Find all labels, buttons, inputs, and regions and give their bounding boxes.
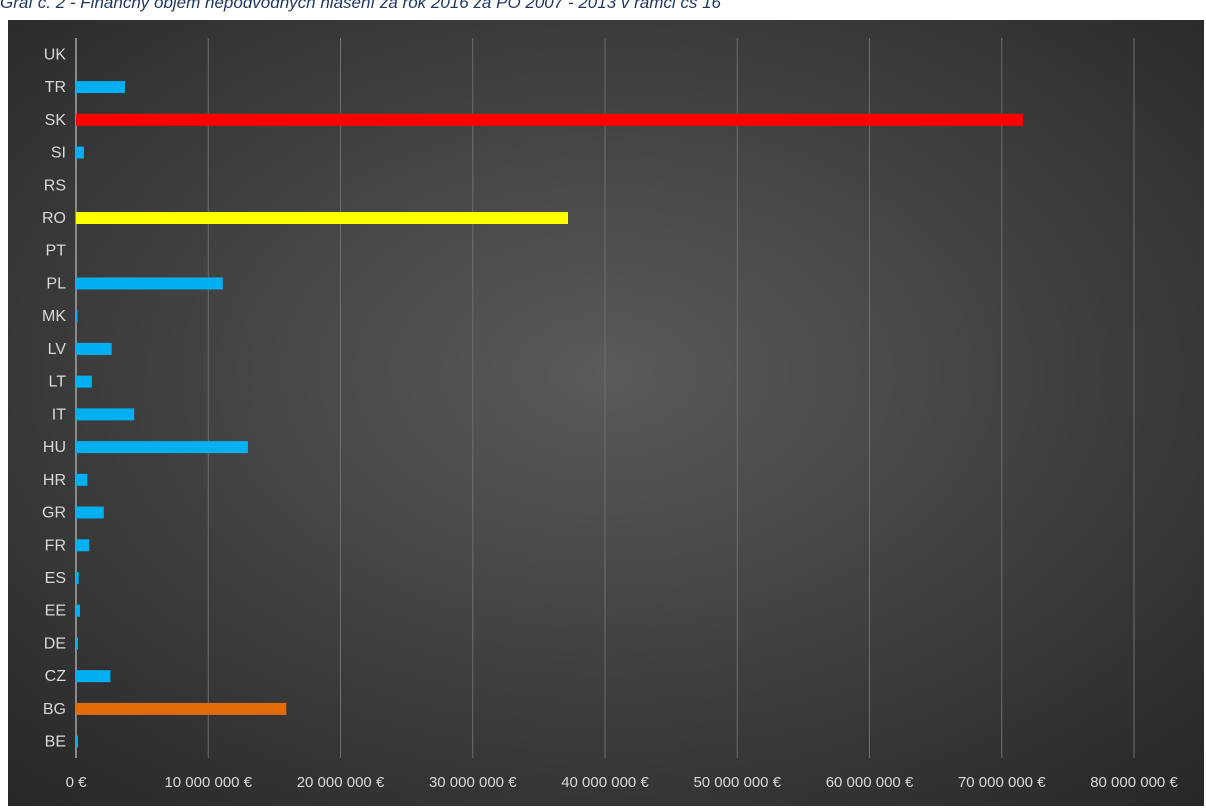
bar-es	[76, 572, 79, 584]
y-tick-label: BE	[45, 734, 66, 751]
y-tick-label: GR	[42, 505, 66, 522]
y-tick-label: TR	[45, 79, 66, 96]
bar-bg	[76, 702, 287, 715]
bar-si	[76, 146, 84, 159]
y-tick-label: RS	[44, 177, 66, 194]
x-tick-label: 20 000 000 €	[297, 774, 385, 791]
chart-background	[8, 20, 1204, 806]
x-tick-label: 30 000 000 €	[429, 774, 517, 791]
bar-mk	[76, 310, 78, 323]
bar-chart: BE BG CZ DE EE ES FR GR HR HU IT LT LV MK PL PT RO RS SI SK…	[8, 20, 1204, 806]
chart-frame: BE BG CZ DE EE ES FR GR HR HU IT LT LV MK PL PT RO RS SI SK…	[8, 20, 1204, 806]
bar-fr	[76, 539, 90, 552]
bar-it	[76, 408, 135, 421]
y-tick-label: CZ	[45, 668, 67, 685]
bar-pl	[76, 277, 223, 290]
bar-be	[76, 735, 78, 748]
y-tick-label: LT	[49, 374, 67, 391]
bar-hu	[76, 441, 248, 454]
y-tick-label: FR	[45, 537, 66, 554]
bar-gr	[76, 506, 104, 519]
bar-cz	[76, 670, 111, 683]
y-tick-label: SI	[51, 145, 66, 162]
y-tick-label: LV	[48, 341, 67, 358]
bar-ee	[76, 604, 80, 617]
bar-sk	[76, 113, 1023, 126]
bar-ro	[76, 212, 568, 224]
x-tick-label: 0 €	[66, 774, 88, 791]
y-tick-label: BG	[43, 701, 66, 718]
y-tick-label: DE	[44, 635, 66, 652]
bar-de	[76, 637, 78, 650]
y-tick-label: SK	[45, 112, 67, 129]
y-tick-label: ES	[45, 570, 66, 587]
y-tick-label: UK	[44, 46, 67, 63]
y-tick-label: PL	[46, 275, 66, 292]
x-tick-label: 60 000 000 €	[826, 774, 914, 791]
x-tick-label: 40 000 000 €	[561, 774, 649, 791]
y-tick-label: HR	[43, 472, 66, 489]
y-tick-label: EE	[45, 603, 66, 620]
bar-tr	[76, 81, 125, 94]
x-tick-label: 80 000 000 €	[1090, 774, 1178, 791]
bar-hr	[76, 473, 88, 486]
bar-lv	[76, 342, 112, 355]
chart-caption: Graf č. 2 - Finančný objem nepodvodných …	[0, 0, 721, 12]
x-tick-label: 10 000 000 €	[164, 774, 252, 791]
y-tick-label: HU	[43, 439, 66, 456]
y-tick-label: MK	[42, 308, 66, 325]
x-tick-label: 50 000 000 €	[693, 774, 781, 791]
bar-lt	[76, 375, 92, 388]
y-tick-label: PT	[46, 243, 67, 260]
x-tick-label: 70 000 000 €	[958, 774, 1046, 791]
y-tick-label: RO	[42, 210, 66, 227]
y-tick-label: IT	[52, 406, 66, 423]
